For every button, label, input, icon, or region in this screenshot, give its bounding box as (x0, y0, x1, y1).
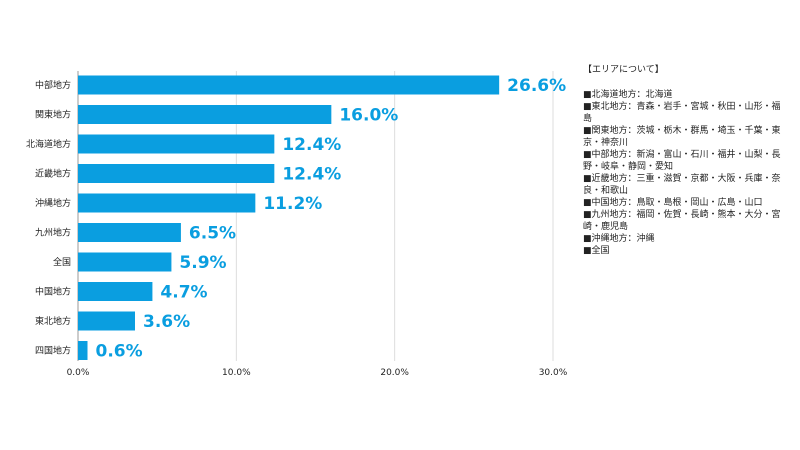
category-label: 中国地方 (35, 286, 71, 298)
legend-item: ■中部地方：新潟・富山・石川・福井・山梨・長野・岐阜・静岡・愛知 (583, 150, 781, 172)
x-tick-label: 0.0% (67, 368, 90, 378)
category-label: 近畿地方 (35, 168, 71, 180)
category-label: 北海道地方 (26, 138, 71, 150)
data-label: 4.7% (160, 283, 207, 303)
category-label: 九州地方 (35, 227, 71, 239)
bar (78, 311, 135, 331)
bar-layer (78, 75, 500, 360)
data-label: 0.6% (96, 342, 143, 362)
bar (78, 134, 275, 154)
bar (78, 282, 153, 301)
data-label: 12.4% (282, 165, 341, 185)
data-label: 16.0% (339, 106, 398, 126)
legend-item: ■九州地方：福岡・佐賀・長崎・熊本・大分・宮崎・鹿児島 (583, 210, 781, 232)
data-label: 11.2% (263, 194, 322, 214)
legend-title: 【エリアについて】 (583, 65, 664, 75)
category-label: 沖縄地方 (35, 197, 71, 209)
category-label: 中部地方 (35, 79, 71, 91)
bar (78, 75, 500, 95)
data-label: 26.6% (507, 76, 566, 96)
bar (78, 252, 172, 272)
x-tick-label: 30.0% (539, 368, 568, 378)
legend-item: ■全国 (583, 246, 610, 256)
legend-item: ■中国地方：鳥取・島根・岡山・広島・山口 (583, 198, 763, 208)
data-label: 6.5% (189, 224, 236, 244)
data-label: 3.6% (143, 312, 190, 332)
legend-item: ■沖縄地方：沖縄 (583, 234, 655, 244)
x-tick-label: 10.0% (222, 368, 251, 378)
bar (78, 105, 332, 124)
legend-item: ■関東地方：茨城・栃木・群馬・埼玉・千葉・東京・神奈川 (583, 126, 781, 148)
area-legend: 【エリアについて】 ■北海道地方：北海道 ■東北地方：青森・岩手・宮城・秋田・山… (583, 64, 783, 257)
bar (78, 341, 88, 360)
legend-item: ■北海道地方：北海道 (583, 90, 673, 100)
legend-item: ■東北地方：青森・岩手・宮城・秋田・山形・福島 (583, 102, 781, 124)
category-label: 東北地方 (35, 315, 71, 327)
label-layer: 0.0% 10.0% 20.0% 30.0% 中部地方 26.6% 関東地方 16.0% 北海道… (26, 76, 568, 378)
legend-item: ■近畿地方：三重・滋賀・京都・大阪・兵庫・奈良・和歌山 (583, 174, 781, 196)
bar (78, 164, 275, 183)
category-label: 関東地方 (35, 109, 71, 121)
x-tick-label: 20.0% (380, 368, 409, 378)
category-label: 全国 (53, 256, 71, 268)
category-label: 四国地方 (35, 345, 71, 357)
bar (78, 223, 181, 242)
data-label: 5.9% (179, 253, 226, 273)
bar (78, 193, 256, 213)
data-label: 12.4% (282, 135, 341, 155)
